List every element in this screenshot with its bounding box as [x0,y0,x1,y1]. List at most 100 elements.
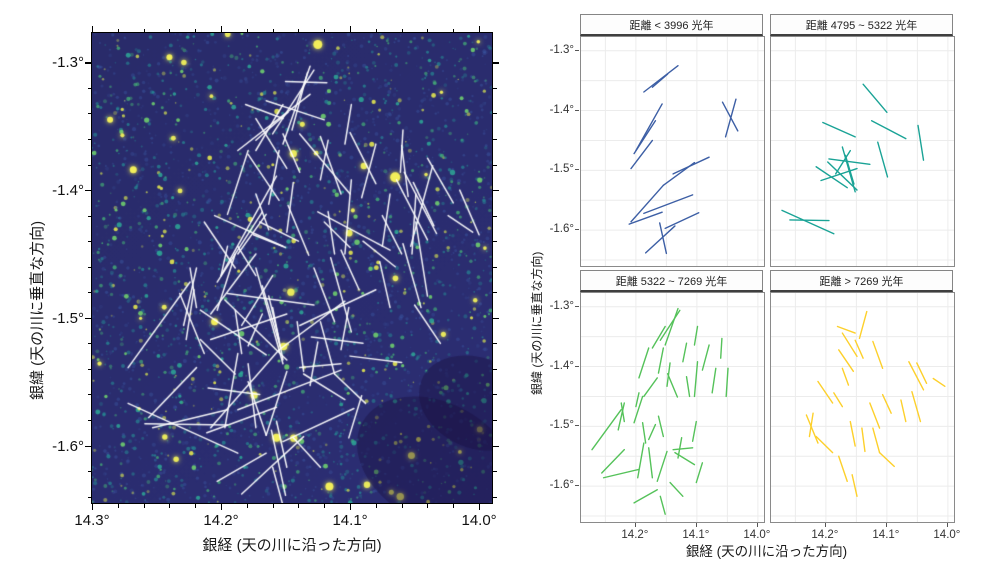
tick-mark [169,504,171,508]
tick-mark [87,419,91,421]
x-tick-label: 14.2° [811,529,839,541]
left-x-axis-title: 銀経 (天の川に沿った方向) [202,537,382,554]
polarization-segment [862,83,888,114]
polarization-segment [834,149,852,175]
polarization-segment [651,325,666,349]
tick-mark [375,504,377,508]
tick-mark [87,215,91,217]
tick-mark [885,523,887,527]
facet-strip: 距離 > 7269 光年 [770,270,953,292]
polarization-segment [805,414,819,444]
y-tick-label: -1.6° [52,437,84,455]
tick-mark [493,419,497,421]
tick-mark [87,343,91,345]
tick-mark [298,28,300,32]
facet-strip: 距離 5322 ~ 7269 光年 [580,270,763,292]
tick-mark [350,504,352,510]
polarization-segment [838,349,855,373]
facet-title: 距離 4795 ~ 5322 光年 [805,19,918,32]
tick-mark [427,28,429,32]
facet-plot [580,36,765,267]
tick-mark [453,504,455,508]
polarization-segment [659,309,681,341]
polarization-segment [648,423,657,441]
y-tick-label: -1.4° [549,103,574,116]
facet-strip: 距離 < 3996 光年 [580,14,763,36]
tick-mark [298,504,300,508]
polarization-segment [656,450,668,483]
tick-mark [493,139,497,140]
tick-mark [85,62,91,64]
polarization-segment [849,420,856,447]
tick-mark [575,305,579,307]
facet-panel-distance-gt-7269: 距離 > 7269 光年 [770,270,955,523]
tick-mark [493,317,499,320]
tick-mark [375,28,377,32]
tick-mark [246,28,248,32]
polarization-segment [693,361,699,398]
polarization-segment [869,402,881,429]
tick-mark [479,26,481,32]
y-tick-label: -1.3° [549,43,574,56]
tick-mark [634,523,636,527]
polarization-segment [657,347,665,374]
polarization-segment [591,408,622,451]
tick-mark [575,229,579,231]
polarization-segment [841,367,850,386]
tick-mark [87,292,91,294]
tick-mark [272,504,274,508]
tick-mark [324,28,326,32]
polarization-segment [878,451,895,468]
right-x-axis-title: 銀経 (天の川に沿った方向) [685,544,848,559]
polarization-segment [789,219,830,222]
polarization-segment [666,373,679,398]
polarization-segment [617,402,626,431]
polarization-segment [711,367,717,394]
x-tick-label: 14.0° [933,529,961,541]
polarization-segment [664,307,679,346]
polarization-segment [836,325,856,334]
tick-mark [272,28,274,32]
polarization-segment [833,392,844,408]
facet-title: 距離 5322 ~ 7269 光年 [615,275,728,288]
tick-mark [493,62,499,64]
tick-mark [221,504,223,510]
tick-mark [401,28,403,32]
polarization-segment [641,422,647,444]
x-tick-label: 14.0° [461,512,497,529]
polarization-segment [628,211,663,225]
polarization-segment [669,481,684,497]
polarization-segment [851,474,858,497]
tick-mark [87,87,91,89]
x-tick-label: 14.3° [74,512,110,529]
y-tick-label: -1.6° [549,479,574,492]
x-tick-label: 14.2° [203,512,239,529]
polarization-segment [827,161,858,191]
polarization-segment [815,435,834,454]
tick-mark [493,496,497,498]
polarization-segment [838,455,848,483]
polarization-segment [828,158,871,166]
tick-mark [575,109,579,111]
polarization-segment [858,310,868,340]
polarization-segment [844,154,855,185]
tick-mark [427,504,429,508]
polarization-segment [677,436,683,459]
tick-mark [493,471,497,473]
polarization-segment [701,344,710,371]
polarization-segment [820,167,858,182]
polarization-segment [841,332,858,358]
tick-mark [92,26,94,32]
tick-mark [493,215,497,217]
polarization-segment [643,64,679,93]
x-tick-label: 14.1° [872,529,900,541]
polarization-segment [911,390,922,423]
polarization-segment [635,392,640,408]
polarization-segment [638,347,650,379]
polarization-segment [633,395,644,424]
polarization-segment [808,412,814,438]
polarization-segment [881,393,892,414]
tick-mark [493,368,497,370]
tick-mark [695,523,697,527]
tick-mark [85,317,91,320]
